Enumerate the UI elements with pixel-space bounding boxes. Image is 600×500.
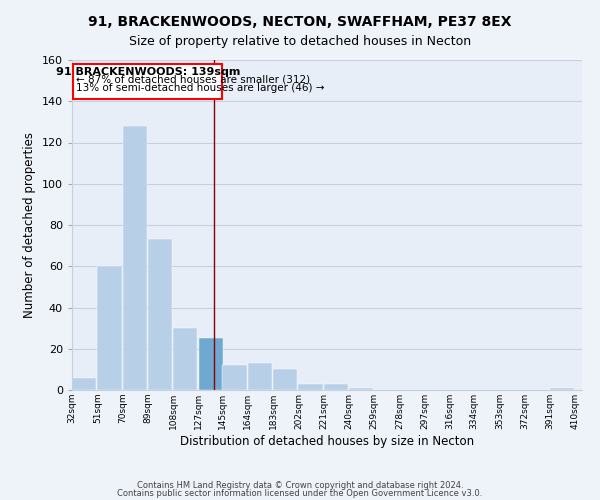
Bar [349, 388, 373, 390]
X-axis label: Distribution of detached houses by size in Necton: Distribution of detached houses by size … [180, 434, 474, 448]
Bar [97, 266, 122, 390]
Bar [298, 384, 323, 390]
Bar [72, 378, 96, 390]
Bar [323, 384, 348, 390]
Bar [273, 370, 298, 390]
Bar [248, 363, 272, 390]
Text: 91, BRACKENWOODS, NECTON, SWAFFHAM, PE37 8EX: 91, BRACKENWOODS, NECTON, SWAFFHAM, PE37… [88, 15, 512, 29]
Text: Contains HM Land Registry data © Crown copyright and database right 2024.: Contains HM Land Registry data © Crown c… [137, 480, 463, 490]
Bar [148, 240, 172, 390]
Bar [550, 388, 574, 390]
Bar [199, 338, 223, 390]
FancyBboxPatch shape [73, 64, 223, 99]
Bar [173, 328, 197, 390]
Text: ← 87% of detached houses are smaller (312): ← 87% of detached houses are smaller (31… [76, 74, 310, 85]
Bar [223, 365, 247, 390]
Text: 13% of semi-detached houses are larger (46) →: 13% of semi-detached houses are larger (… [76, 82, 325, 92]
Y-axis label: Number of detached properties: Number of detached properties [23, 132, 36, 318]
Text: Contains public sector information licensed under the Open Government Licence v3: Contains public sector information licen… [118, 489, 482, 498]
Text: Size of property relative to detached houses in Necton: Size of property relative to detached ho… [129, 35, 471, 48]
Bar [122, 126, 147, 390]
Text: 91 BRACKENWOODS: 139sqm: 91 BRACKENWOODS: 139sqm [56, 67, 240, 77]
